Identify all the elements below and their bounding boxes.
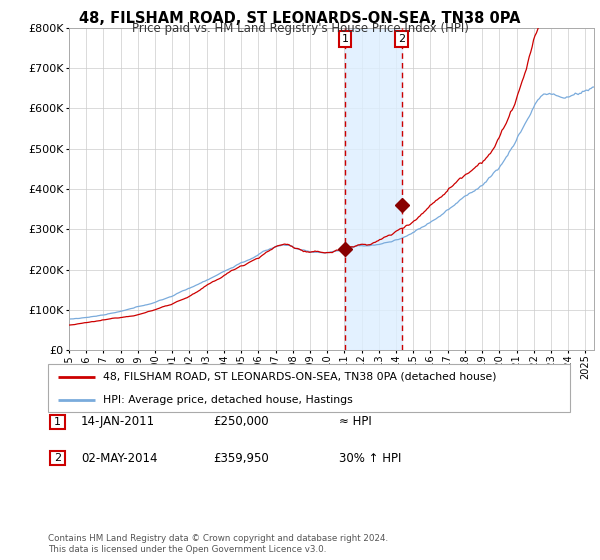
FancyBboxPatch shape — [50, 414, 65, 429]
Text: ≈ HPI: ≈ HPI — [339, 415, 372, 428]
Text: HPI: Average price, detached house, Hastings: HPI: Average price, detached house, Hast… — [103, 395, 353, 405]
Text: Price paid vs. HM Land Registry's House Price Index (HPI): Price paid vs. HM Land Registry's House … — [131, 22, 469, 35]
Text: 14-JAN-2011: 14-JAN-2011 — [81, 415, 155, 428]
Text: 2: 2 — [54, 453, 61, 463]
FancyBboxPatch shape — [50, 451, 65, 465]
FancyBboxPatch shape — [48, 364, 570, 412]
Bar — [345, 28, 402, 350]
Text: 2: 2 — [398, 34, 405, 44]
Text: 30% ↑ HPI: 30% ↑ HPI — [339, 451, 401, 465]
Text: £359,950: £359,950 — [213, 451, 269, 465]
Text: £250,000: £250,000 — [213, 415, 269, 428]
Text: 48, FILSHAM ROAD, ST LEONARDS-ON-SEA, TN38 0PA (detached house): 48, FILSHAM ROAD, ST LEONARDS-ON-SEA, TN… — [103, 372, 496, 382]
Text: This data is licensed under the Open Government Licence v3.0.: This data is licensed under the Open Gov… — [48, 545, 326, 554]
Text: 02-MAY-2014: 02-MAY-2014 — [81, 451, 157, 465]
Text: Contains HM Land Registry data © Crown copyright and database right 2024.: Contains HM Land Registry data © Crown c… — [48, 534, 388, 543]
Text: 48, FILSHAM ROAD, ST LEONARDS-ON-SEA, TN38 0PA: 48, FILSHAM ROAD, ST LEONARDS-ON-SEA, TN… — [79, 11, 521, 26]
Text: 1: 1 — [341, 34, 349, 44]
Text: 1: 1 — [54, 417, 61, 427]
